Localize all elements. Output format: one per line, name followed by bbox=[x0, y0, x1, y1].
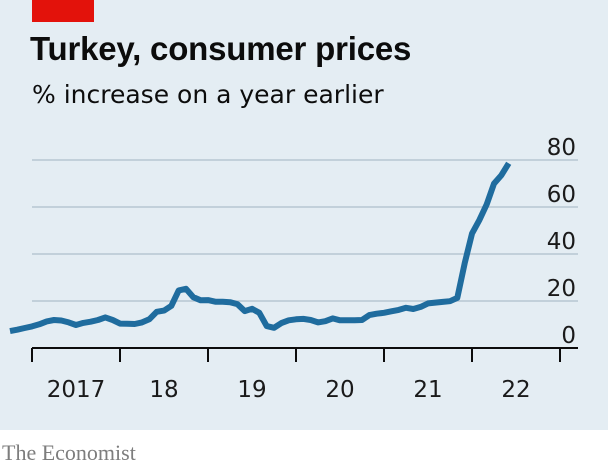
y-tick-label: 0 bbox=[561, 323, 576, 349]
chart-title: Turkey, consumer prices bbox=[30, 30, 412, 67]
y-tick-label: 60 bbox=[547, 182, 576, 208]
x-tick-label: 18 bbox=[149, 377, 178, 403]
line-chart: 0 20 40 60 80 2017 18 19 20 21 22 bbox=[9, 135, 578, 403]
source-label: The Economist bbox=[2, 440, 136, 465]
inflation-series-line bbox=[9, 161, 512, 335]
y-tick-label: 40 bbox=[547, 229, 576, 255]
x-tick-label: 21 bbox=[413, 377, 442, 403]
brand-tag bbox=[32, 0, 94, 22]
chart-panel: Turkey, consumer prices % increase on a … bbox=[0, 0, 608, 430]
chart-subtitle: % increase on a year earlier bbox=[32, 80, 384, 109]
x-tick-label: 22 bbox=[501, 377, 530, 403]
x-tick-label: 20 bbox=[325, 377, 354, 403]
x-tick-label: 19 bbox=[237, 377, 266, 403]
y-tick-label: 20 bbox=[547, 276, 576, 302]
y-tick-label: 80 bbox=[547, 135, 576, 161]
x-tick-label: 2017 bbox=[47, 377, 106, 403]
